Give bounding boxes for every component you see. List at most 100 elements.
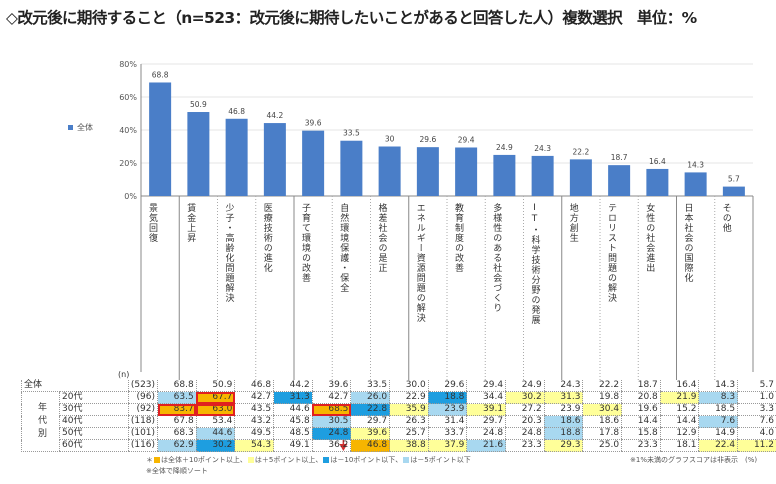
table-cell: 18.6 [582,415,622,428]
legend: 全体 [68,122,93,133]
table-cell: 17.8 [582,427,622,440]
crosstab-table: 全体 (523) 68.8 50.9 46.8 44.2 39.6 33.5 30.0 29.6 2… [21,380,776,452]
table-cell: 14.4 [659,415,699,428]
data-label: 44.2 [267,111,284,120]
bar [531,155,554,196]
table-cell: 29.4 [466,380,506,392]
table-cell: 44.2 [273,380,313,392]
bar [684,172,707,196]
table-cell: 12.9 [659,427,699,440]
table-cell: 34.4 [466,391,506,404]
table-cell: 5.7 [737,380,776,392]
y-tick-label: 20% [119,159,137,168]
bar [493,154,516,196]
color-legend-note: ＊は全体＋10ポイント以上、 は＋5ポイント以上、 は－10ポイント以下、 は－5ポイ… [146,456,471,464]
table-cell: 30.2 [195,439,235,452]
table-cell: 14.4 [621,415,661,428]
data-label: 29.4 [458,135,475,144]
table-cell: 53.4 [195,415,235,428]
bar [722,186,745,196]
category-label: 教育制度の改善 [453,203,463,273]
table-cell: 62.9 [157,439,197,452]
table-cell: 20.3 [505,415,545,428]
category-label: IT・科学技術分野の発展 [529,203,540,325]
hidden-score-note: ※1%未満のグラフスコアは非表示 (%) [630,456,758,464]
table-cell: 46.8 [234,380,274,392]
row-n: (118) [127,415,158,428]
bar [263,123,286,196]
table-cell: 45.8 [273,415,313,428]
table-cell: 39.1 [466,403,506,416]
data-label: 50.9 [190,100,207,109]
table-cell: 39.6 [350,427,390,440]
table-cell: 42.7 [234,391,274,404]
table-cell: 44.6 [195,427,235,440]
legend-swatch [68,125,73,130]
table-cell: 33.5 [350,380,390,392]
data-label: 39.6 [305,119,322,128]
table-cell: 20.8 [621,391,661,404]
data-label: 30 [385,135,395,144]
bar [149,82,172,196]
table-cell: 21.6 [466,439,506,452]
y-tick-label: 60% [119,93,137,102]
table-cell: 67.7 [195,391,235,404]
table-cell: 44.6 [273,403,313,416]
data-label: 68.8 [152,70,169,79]
category-label: 格差社会の是正 [376,203,387,273]
table-cell: 23.3 [505,439,545,452]
table-cell: 50.9 [195,380,235,392]
group-label: 年代別 [21,391,60,452]
bar [378,146,401,196]
table-cell: 23.3 [621,439,661,452]
table-cell: 29.7 [466,415,506,428]
table-cell: 24.3 [543,380,583,392]
category-label: 日本社会の国際化 [682,203,693,283]
table-cell: 24.9 [505,380,545,392]
table-cell: 68.5 [311,403,351,416]
table-cell: 24.8 [505,427,545,440]
category-label: 女性の社会進出 [644,203,655,273]
legend-label: 全体 [77,123,93,132]
table-cell: 33.7 [427,427,467,440]
row-label: 40代 [59,415,129,428]
row-n: (116) [127,439,158,452]
table-cell: 38.8 [389,439,429,452]
table-cell: 31.3 [543,391,583,404]
data-label: 46.8 [228,107,245,116]
bar [340,140,363,196]
data-label: 5.7 [728,175,740,184]
category-label: 医療技術の進化 [261,203,272,273]
table-cell: 18.8 [427,391,467,404]
table-cell: 67.8 [157,415,197,428]
table-cell: 35.9 [389,403,429,416]
table-cell: 26.3 [389,415,429,428]
table-cell: 22.9 [389,391,429,404]
table-cell: 83.7 [157,403,197,416]
bar [187,112,210,196]
table-cell: 23.9 [427,403,467,416]
table-cell: 19.8 [582,391,622,404]
table-cell: 68.3 [157,427,197,440]
table-cell: 22.2 [582,380,622,392]
category-label: 自然環境保護・保全 [338,203,349,293]
row-n: (92) [127,403,158,416]
category-label: 賃金上昇 [185,203,196,243]
table-cell: 15.8 [621,427,661,440]
table-cell: 63.5 [157,391,197,404]
category-label: 地方創生 [567,203,578,243]
row-label: 50代 [59,427,129,440]
data-label: 18.7 [611,153,628,162]
table-cell: 43.2 [234,415,274,428]
table-row: 50代 (101) 68.3 44.6 49.5 48.5 24.8 39.6 25.7 33.7… [22,427,776,440]
table-cell: 21.9 [659,391,699,404]
table-cell: 39.6 [311,380,351,392]
table-cell: 23.9 [543,403,583,416]
bar [569,159,592,196]
category-label: テロリスト問題の解決 [606,203,616,303]
table-cell: 3.3 [737,403,776,416]
table-cell: 15.2 [659,403,699,416]
page-title: ◇改元後に期待すること（n=523：改元後に期待したいことがあると回答した人）複… [6,9,697,27]
category-label: エネルギー資源問題の解決 [414,203,425,323]
